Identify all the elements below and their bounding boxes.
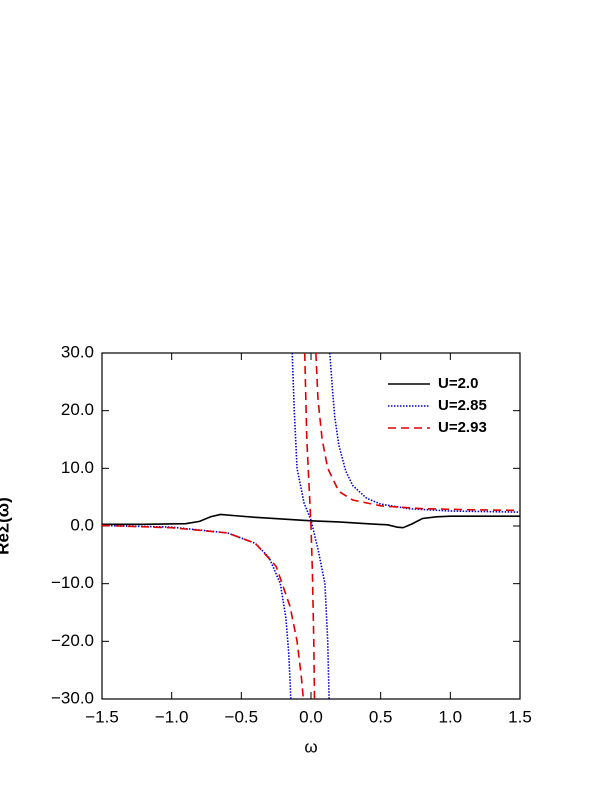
x-tick-label: −1.5 <box>85 707 119 726</box>
y-axis-label: ReΣ(ω) <box>0 497 12 555</box>
y-tick-label: 0.0 <box>70 515 94 534</box>
x-tick-label: 1.0 <box>439 707 463 726</box>
series-line <box>102 353 520 699</box>
series-line <box>102 353 520 699</box>
x-tick-label: 0.0 <box>299 707 323 726</box>
y-tick-label: 10.0 <box>61 458 94 477</box>
series-line <box>102 513 520 529</box>
x-tick-label: 1.5 <box>508 707 532 726</box>
y-tick-label: 30.0 <box>61 342 94 361</box>
x-axis-label: ω <box>304 737 317 756</box>
legend-label: U=2.93 <box>438 419 487 436</box>
y-tick-label: −10.0 <box>51 573 94 592</box>
legend-label: U=2.85 <box>438 397 487 414</box>
x-tick-label: 0.5 <box>369 707 393 726</box>
y-tick-label: −20.0 <box>51 631 94 650</box>
legend-label: U=2.0 <box>438 375 478 392</box>
plot-area <box>102 353 520 699</box>
x-tick-label: −0.5 <box>225 707 259 726</box>
x-tick-label: −1.0 <box>155 707 189 726</box>
y-tick-label: −30.0 <box>51 688 94 707</box>
y-tick-label: 20.0 <box>61 400 94 419</box>
